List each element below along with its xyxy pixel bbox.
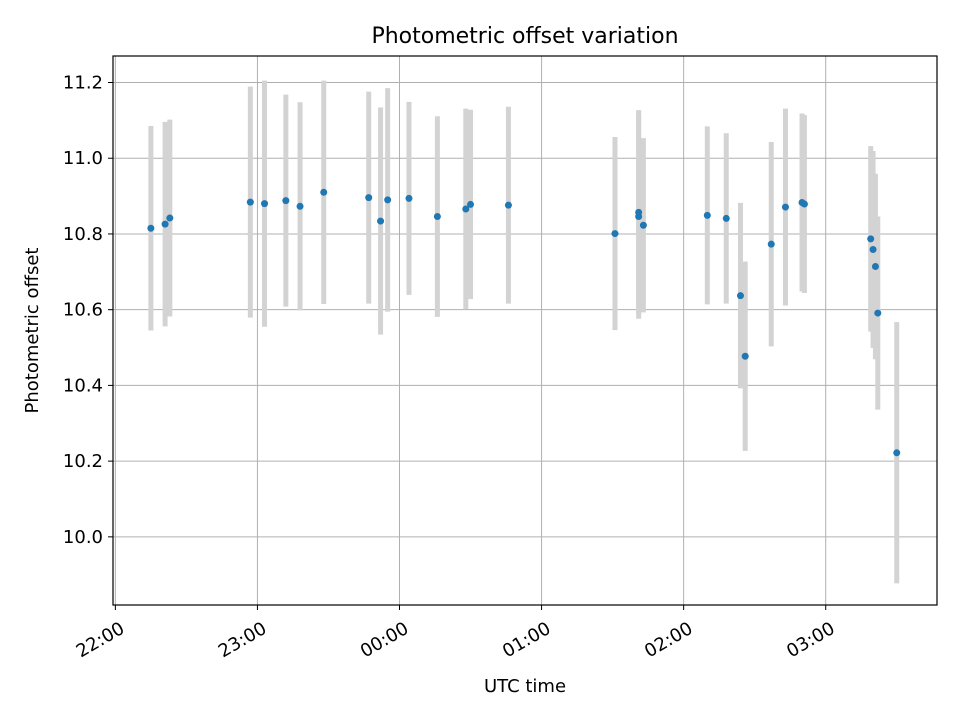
x-ticks: 22:00 23:00 00:00 01:00 02:00 03:00: [73, 605, 839, 662]
data-point: [611, 230, 619, 238]
data-point: [800, 200, 808, 208]
data-point: [261, 200, 269, 208]
x-tick-label: 22:00: [73, 618, 128, 662]
plot-frame: [112, 55, 938, 606]
y-tick-label: 11.0: [63, 148, 103, 169]
data-point: [467, 200, 475, 208]
data-point: [767, 240, 775, 248]
y-axis-label: Photometric offset: [22, 248, 43, 414]
data-point: [867, 235, 875, 243]
data-point: [639, 221, 647, 229]
y-tick-label: 10.8: [63, 224, 103, 245]
data-point: [365, 194, 373, 202]
data-point: [246, 198, 254, 206]
x-tick-label: 00:00: [357, 618, 412, 662]
y-tick-label: 10.0: [63, 527, 103, 548]
error-bars: [148, 80, 900, 584]
data-point: [147, 224, 155, 232]
x-tick-label: 23:00: [215, 618, 270, 662]
chart-title: Photometric offset variation: [371, 24, 678, 49]
data-point: [874, 309, 882, 317]
data-point: [161, 220, 169, 228]
data-point: [504, 201, 512, 209]
y-tick-label: 10.2: [63, 451, 103, 472]
y-ticks: 10.0 10.2 10.4 10.6 10.8 11.0 11.2: [63, 73, 113, 548]
x-axis-label: UTC time: [484, 676, 566, 697]
data-point: [377, 217, 385, 225]
data-point: [741, 352, 749, 360]
data-points: [147, 188, 901, 457]
data-point: [893, 449, 901, 457]
data-point: [871, 263, 879, 271]
data-point: [635, 208, 643, 216]
data-point: [722, 214, 730, 222]
data-point: [736, 292, 744, 300]
data-point: [433, 213, 441, 221]
data-point: [282, 197, 290, 205]
data-point: [869, 245, 877, 253]
data-point: [320, 188, 328, 196]
data-point: [166, 214, 174, 222]
x-tick-label: 02:00: [641, 618, 696, 662]
data-point: [384, 196, 392, 204]
y-tick-label: 10.6: [63, 300, 103, 321]
grid-lines: [113, 56, 937, 605]
data-point: [703, 211, 711, 219]
data-point: [781, 203, 789, 211]
y-tick-label: 10.4: [63, 375, 103, 396]
data-point: [462, 205, 470, 213]
x-tick-label: 01:00: [499, 618, 554, 662]
data-point: [405, 194, 413, 202]
y-tick-label: 11.2: [63, 73, 103, 94]
x-tick-label: 03:00: [783, 618, 838, 662]
data-point: [296, 202, 304, 210]
